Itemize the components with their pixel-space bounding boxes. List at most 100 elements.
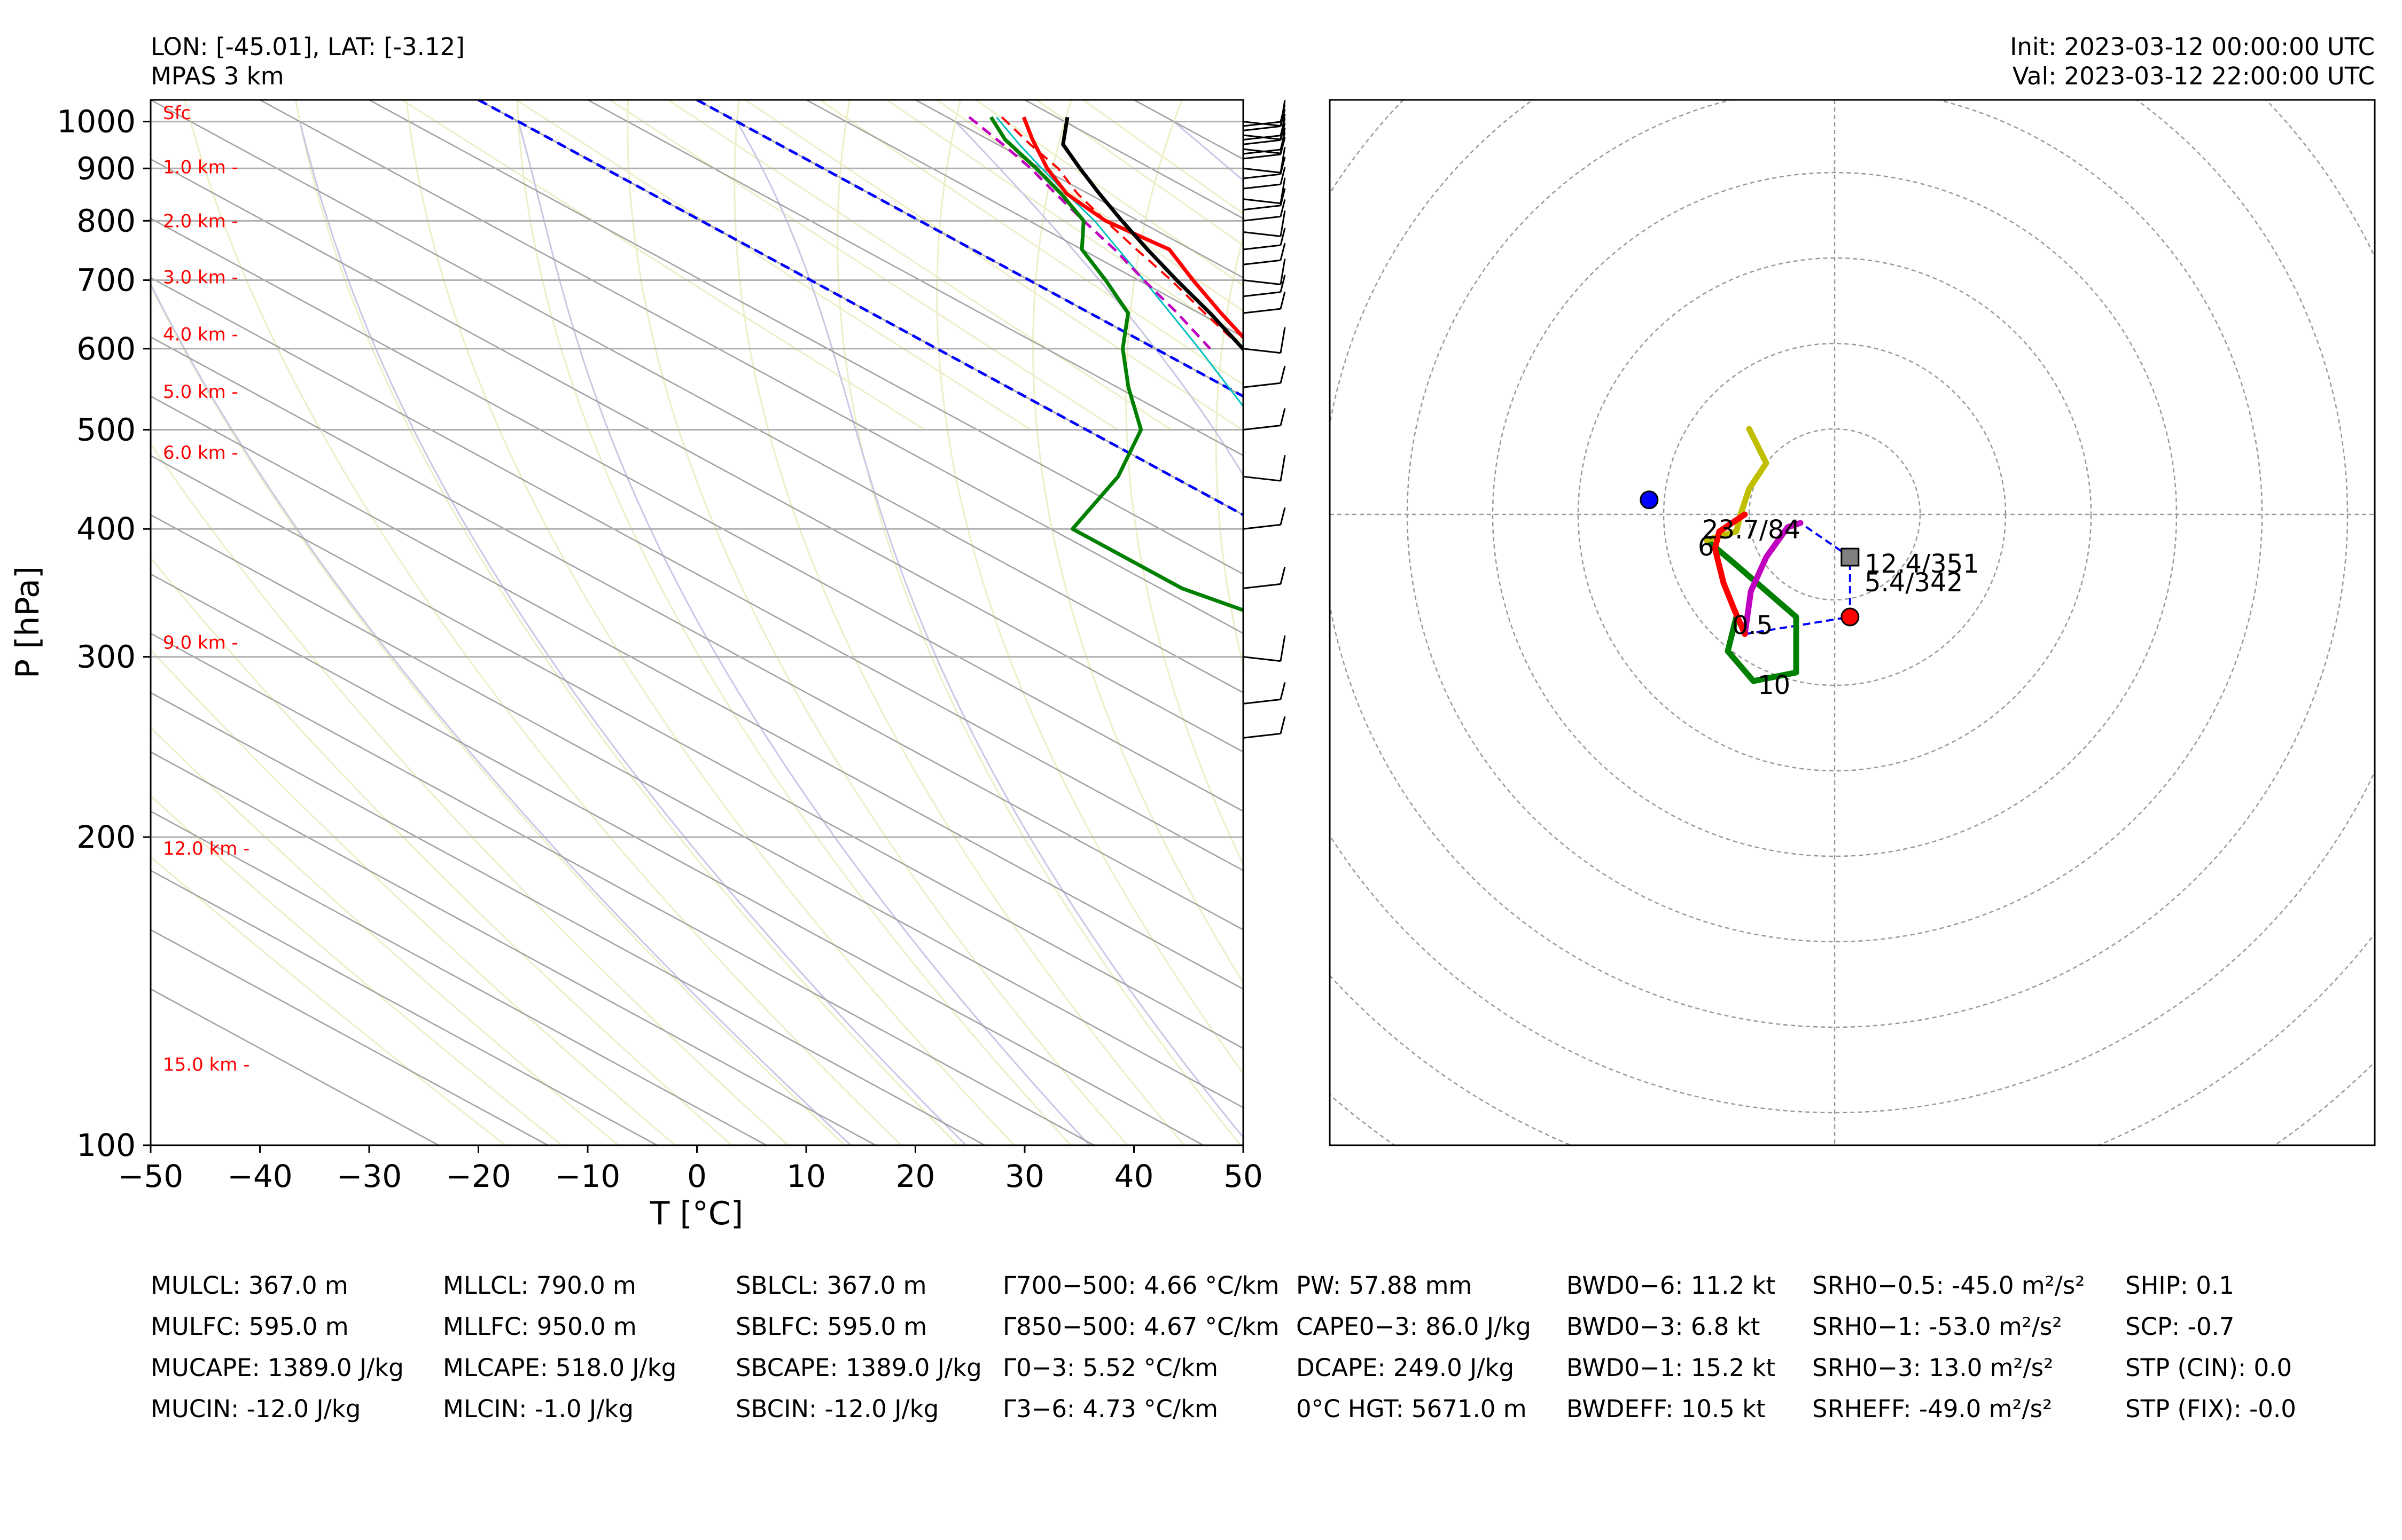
dry-adiabat bbox=[2248, 100, 2402, 1145]
height-label: 6.0 km - bbox=[163, 442, 238, 464]
index-item: STP (CIN): 0.0 bbox=[2125, 1354, 2292, 1382]
y-tick-label: 500 bbox=[76, 411, 136, 448]
index-item: Γ700−500: 4.66 °C/km bbox=[1003, 1271, 1280, 1300]
height-label: 2.0 km - bbox=[163, 210, 238, 232]
hodograph-frame bbox=[1329, 99, 2376, 1146]
wind-barb-staff bbox=[1243, 125, 1281, 131]
wind-barb-staff bbox=[1243, 167, 1281, 174]
wind-barb-flag bbox=[1280, 507, 1286, 525]
wind-barb-staff bbox=[1243, 698, 1281, 705]
y-tick-label: 900 bbox=[76, 150, 136, 186]
wind-barb-staff bbox=[1243, 205, 1281, 211]
wind-barb-staff bbox=[1243, 198, 1281, 205]
dry-adiabat bbox=[1470, 100, 1636, 1145]
wind-barb-flag bbox=[1280, 157, 1286, 175]
isotherm bbox=[1024, 100, 1243, 220]
hodograph-label: 5.4/342 bbox=[1865, 568, 1963, 598]
index-item: SBLCL: 367.0 m bbox=[736, 1271, 926, 1300]
wind-barb-flag bbox=[1280, 104, 1286, 122]
x-tick-label: 20 bbox=[896, 1158, 935, 1194]
isotherm bbox=[1243, 100, 2402, 1145]
dry-adiabat bbox=[151, 442, 789, 1145]
wetbulb-line bbox=[995, 116, 1243, 408]
dry-adiabat bbox=[405, 100, 1015, 1145]
wind-barb-staff bbox=[1243, 382, 1281, 388]
wind-barb-staff bbox=[1243, 732, 1281, 739]
header-valid-time: Val: 2023-03-12 22:00:00 UTC bbox=[2013, 62, 2375, 90]
wind-barb-staff bbox=[1243, 425, 1281, 431]
wind-barb-staff bbox=[1243, 656, 1281, 662]
x-tick-label: −10 bbox=[555, 1158, 620, 1194]
x-tick-label: 0 bbox=[687, 1158, 707, 1194]
isotherm bbox=[151, 810, 767, 1145]
index-item: CAPE0−3: 86.0 J/kg bbox=[1296, 1312, 1531, 1341]
wind-barb-flag bbox=[1280, 199, 1286, 217]
wind-barb-staff bbox=[1243, 173, 1281, 179]
hodo-6-12km-trace bbox=[1703, 426, 1769, 543]
wind-barb-staff bbox=[1243, 291, 1281, 298]
index-item: SBLFC: 595.0 m bbox=[736, 1312, 927, 1341]
moist-adiabat bbox=[955, 121, 1243, 477]
index-item: SHIP: 0.1 bbox=[2125, 1271, 2234, 1300]
index-item: SRH0−3: 13.0 m²/s² bbox=[1812, 1354, 2053, 1382]
index-item: MLLCL: 790.0 m bbox=[443, 1271, 636, 1300]
dry-adiabat bbox=[1850, 100, 2179, 1145]
x-tick-label: 50 bbox=[1223, 1158, 1263, 1194]
wind-barb-flag bbox=[1280, 228, 1286, 246]
moist-adiabat bbox=[299, 121, 967, 1145]
index-item: SBCIN: -12.0 J/kg bbox=[736, 1395, 939, 1423]
dry-adiabat bbox=[295, 100, 958, 1145]
hodograph-label: 23.7/84 bbox=[1702, 515, 1800, 545]
header-init-time: Init: 2023-03-12 00:00:00 UTC bbox=[2010, 33, 2375, 61]
index-item: BWD0−3: 6.8 kt bbox=[1566, 1312, 1760, 1341]
hodograph-ring bbox=[1330, 100, 2375, 1113]
height-label: 4.0 km - bbox=[163, 324, 238, 345]
dry-adiabat bbox=[2185, 100, 2402, 1145]
hodo-1-3km-trace bbox=[1742, 520, 1804, 637]
freezing-isotherm-line bbox=[478, 100, 1243, 517]
y-tick-label: 600 bbox=[76, 331, 136, 367]
hodo-3-6km-trace bbox=[1703, 537, 1799, 684]
wind-barb-staff bbox=[1243, 121, 1281, 127]
isotherm bbox=[151, 632, 1095, 1145]
index-item: BWD0−6: 11.2 kt bbox=[1566, 1271, 1775, 1300]
wind-barb-flag bbox=[1280, 118, 1286, 136]
index-item: SRH0−0.5: -45.0 m²/s² bbox=[1812, 1271, 2085, 1300]
wind-barb-flag bbox=[1280, 635, 1286, 661]
header-location: LON: [-45.01], LAT: [-3.12] bbox=[151, 33, 465, 61]
x-tick-label: −20 bbox=[446, 1158, 511, 1194]
dry-adiabat bbox=[184, 100, 902, 1145]
isotherm bbox=[151, 158, 1243, 753]
wind-barb-staff bbox=[1243, 475, 1281, 482]
dry-adiabat bbox=[151, 557, 732, 1145]
wind-barb-staff bbox=[1243, 348, 1281, 354]
wind-barb-flag bbox=[1280, 682, 1286, 700]
wind-barb-staff bbox=[1243, 135, 1281, 141]
wind-barb-staff bbox=[1243, 259, 1281, 265]
isotherm bbox=[259, 100, 1243, 635]
isotherm bbox=[151, 217, 1243, 812]
wind-barb-flag bbox=[1280, 167, 1286, 185]
index-item: MULFC: 595.0 m bbox=[151, 1312, 349, 1341]
mixing-ratio-line bbox=[936, 100, 1243, 312]
dry-adiabat bbox=[2121, 100, 2402, 1145]
bunkers-right-marker bbox=[1841, 607, 1860, 627]
y-axis-label: P [hPa] bbox=[9, 566, 46, 678]
wind-barb-flag bbox=[1280, 566, 1286, 584]
mixing-ratio-line bbox=[516, 100, 1032, 431]
skewt-profiles bbox=[478, 100, 1243, 613]
isotherm bbox=[151, 395, 1243, 990]
parcel-line bbox=[1061, 116, 1243, 352]
wind-barb-flag bbox=[1280, 243, 1286, 261]
index-item: MLCAPE: 518.0 J/kg bbox=[443, 1354, 676, 1382]
bunkers-left-marker bbox=[1640, 490, 1659, 510]
index-item: MULCL: 367.0 m bbox=[151, 1271, 348, 1300]
dry-adiabat bbox=[1920, 100, 2290, 1145]
isotherm bbox=[151, 870, 658, 1145]
index-item: Γ850−500: 4.67 °C/km bbox=[1003, 1312, 1280, 1341]
y-tick-label: 300 bbox=[76, 639, 136, 675]
isotherm bbox=[151, 336, 1243, 931]
dry-adiabat bbox=[516, 100, 1072, 1145]
wind-barb-flag bbox=[1280, 109, 1286, 127]
mean-wind-marker bbox=[1841, 548, 1860, 567]
